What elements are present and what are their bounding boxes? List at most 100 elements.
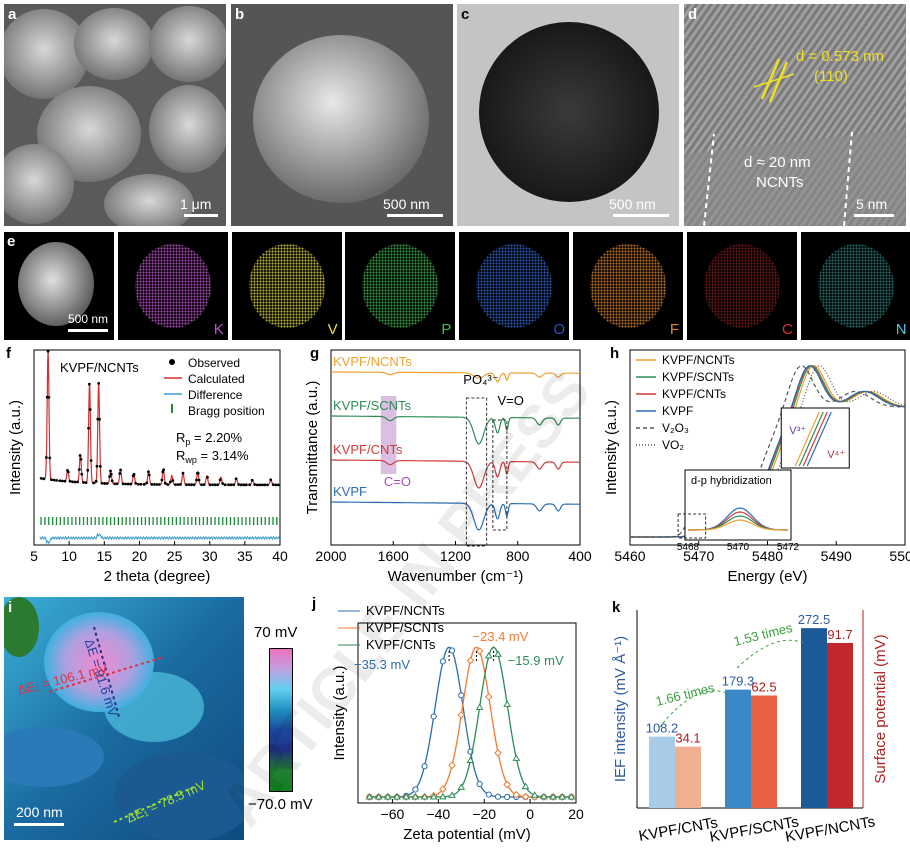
observed-point (98, 465, 102, 468)
observed-point (174, 483, 177, 487)
legend-label: Calculated (188, 372, 245, 386)
scale-bar (68, 329, 108, 332)
data-point (448, 761, 456, 770)
inset-line (798, 411, 824, 467)
eds-map-c: C (686, 232, 797, 340)
observed-point (237, 483, 241, 486)
v4-label: V⁴⁺ (827, 449, 845, 461)
data-point (503, 700, 512, 707)
x-tick-label: 800 (506, 548, 530, 564)
bar-ief (725, 689, 751, 808)
observed-point (94, 479, 98, 483)
panel-a-sem: a 1 μm (4, 4, 226, 226)
observed-point (103, 482, 106, 485)
observed-point (76, 480, 79, 484)
bar-value-label: 179.3 (722, 674, 755, 689)
ratio-label: 1.53 times (732, 620, 794, 649)
observed-point (171, 479, 175, 482)
observed-point (147, 470, 150, 474)
observed-point (244, 483, 248, 487)
bar-value-label: 34.1 (675, 731, 700, 746)
observed-point (87, 426, 90, 430)
x-tick-label: 1600 (378, 548, 409, 564)
colorbar-min-label: −70.0 mV (248, 796, 313, 813)
observed-point (223, 483, 227, 487)
data-point (476, 780, 483, 788)
hrtem-lattice-image (684, 4, 906, 226)
panel-label-c: c (461, 6, 470, 23)
observed-point (276, 483, 280, 487)
chart-g-ftir: 2000 1600 1200 800 400 Wavenumber (cm⁻¹) Trans… (304, 345, 592, 585)
x-tick-label: 10 (61, 548, 77, 564)
element-label: P (441, 321, 452, 338)
bar-value-label: 91.7 (827, 627, 852, 642)
axes-frame (357, 622, 577, 804)
panel-label-f: f (6, 345, 12, 362)
observed-point (211, 483, 214, 487)
observed-point (108, 475, 112, 479)
observed-point (42, 477, 46, 481)
data-point (448, 791, 456, 798)
colorbar-max-label: 70 mV (254, 624, 298, 641)
legend-label: KVPF/CNTs (366, 637, 436, 652)
series-label: KVPF (333, 484, 367, 499)
data-point (485, 791, 492, 798)
observed-point (48, 456, 52, 460)
x-tick-label: −60 (381, 806, 405, 822)
kpfm-map-image (4, 597, 244, 840)
bar-surface-potential (827, 642, 853, 808)
data-point (521, 792, 530, 801)
observed-point (50, 478, 53, 482)
observed-point (150, 482, 154, 486)
legend-label: Bragg position (188, 404, 265, 418)
observed-point (250, 478, 254, 482)
observed-point (58, 479, 62, 483)
data-point (466, 656, 475, 665)
observed-point (206, 476, 209, 479)
panel-d-hrtem: d d = 0.573 nm (110) d ≈ 20 nm NCNTs 5 n… (684, 4, 906, 226)
inset-tick-label: 5468 (677, 542, 700, 553)
scale-text: 200 nm (16, 804, 63, 820)
observed-point (139, 482, 143, 486)
legend-label: V₂O₃ (662, 421, 689, 435)
observed-point (46, 349, 50, 353)
observed-point (234, 477, 238, 481)
data-point (430, 713, 437, 720)
observed-point (113, 482, 117, 486)
x-tick-label: −20 (472, 806, 496, 822)
series-line (630, 365, 906, 538)
observed-point (195, 478, 198, 482)
observed-point (168, 480, 172, 484)
ratio-label: 1.66 times (654, 680, 716, 709)
observed-point (176, 483, 180, 487)
legend-marker-observed (169, 359, 175, 365)
scale-text: 1 μm (180, 196, 212, 212)
x-tick-label: 5460 (614, 548, 645, 564)
observed-point (47, 396, 51, 399)
data-point (448, 647, 456, 654)
observed-point (136, 482, 140, 486)
series-line (331, 371, 580, 383)
axes-frame (33, 349, 281, 546)
x-tick-label: 0 (526, 806, 534, 822)
x-tick-label: −40 (426, 806, 450, 822)
inset-tick-label: 5472 (777, 542, 800, 553)
kpfm-colorbar (269, 648, 293, 792)
observed-point (105, 482, 109, 485)
element-map-c (703, 244, 780, 328)
observed-point (63, 479, 67, 483)
data-point (539, 792, 548, 800)
observed-point (142, 482, 146, 486)
observed-point (39, 477, 43, 480)
panel-label-a: a (8, 6, 17, 23)
observed-point (152, 483, 156, 486)
observed-point (192, 483, 196, 487)
data-point (484, 651, 493, 659)
data-point (475, 703, 484, 710)
x-axis-label: Wavenumber (cm⁻¹) (388, 568, 524, 585)
observed-point (52, 478, 56, 482)
observed-point (260, 483, 264, 487)
data-point (494, 749, 502, 757)
bar-value-label: 62.5 (751, 680, 776, 695)
observed-point (147, 473, 151, 477)
